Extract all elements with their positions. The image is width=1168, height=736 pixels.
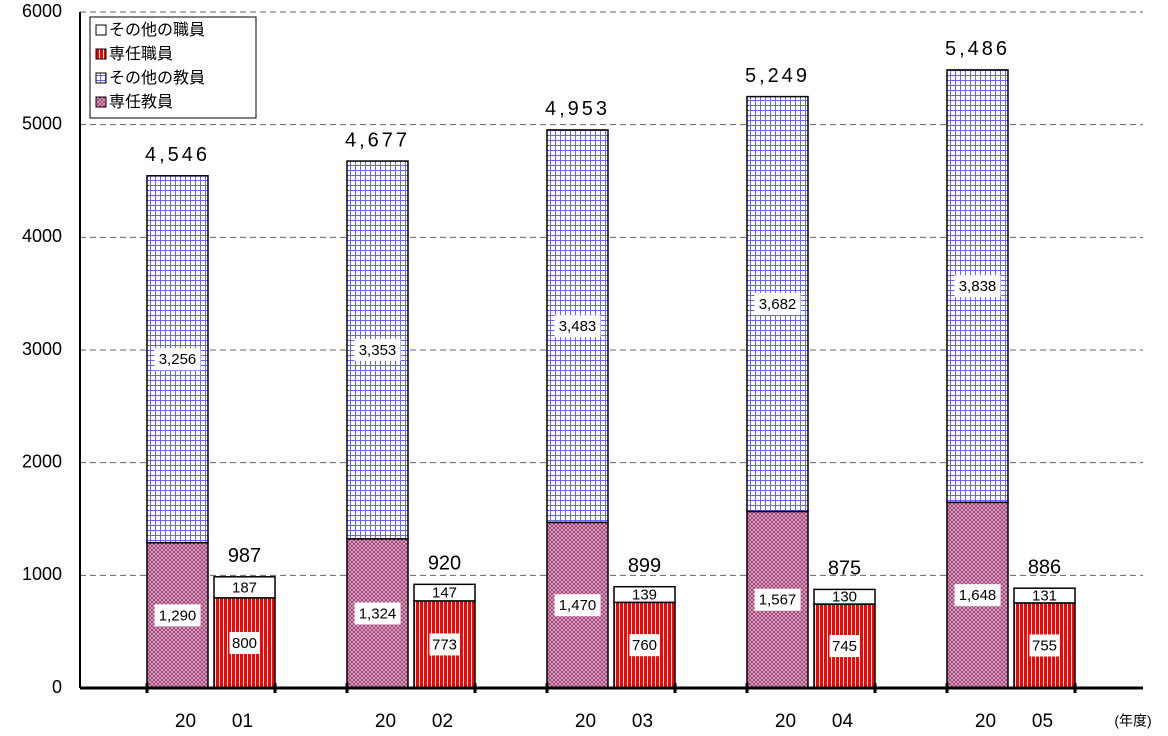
total-label: 899 [628,555,661,577]
value-label: 745 [832,638,857,655]
value-label-bg [354,338,401,361]
value-label: 760 [632,637,657,654]
y-tick-label: 5000 [22,113,62,133]
value-label: 147 [432,585,457,602]
value-label-bg [354,602,401,625]
total-label: 875 [828,558,861,580]
y-tick-label: 3000 [22,339,62,359]
value-label-bg [554,594,601,617]
value-label: 3,353 [359,342,397,359]
x-tick-label: 20 [975,711,996,732]
total-label: 4,953 [545,98,610,120]
x-tick-label: 04 [832,711,854,732]
x-tick-label: 20 [775,711,796,732]
value-label-bg [754,293,801,316]
legend-swatch [95,96,107,108]
value-label: 1,648 [959,587,997,604]
value-label: 3,256 [159,351,197,368]
legend-label: その他の職員 [109,21,205,39]
value-label-bg [954,275,1001,298]
total-label: 4,546 [145,144,210,166]
legend-swatch [95,72,107,84]
value-label: 131 [1032,588,1057,605]
x-tick-label: 03 [632,711,653,732]
y-tick-label: 2000 [22,451,62,471]
value-label: 1,567 [759,592,797,609]
total-label: 4,677 [345,129,410,151]
value-label: 1,290 [159,607,197,624]
value-label: 3,483 [559,318,597,335]
value-label: 773 [432,636,457,653]
value-label-bg [629,634,660,657]
y-tick-label: 0 [52,677,62,697]
x-axis-label: (年度) [1114,713,1151,729]
value-label-bg [1029,589,1060,602]
legend-label: 専任職員 [109,45,173,63]
value-label-bg [229,577,260,597]
y-tick-label: 6000 [22,1,62,21]
value-label: 130 [832,589,857,606]
legend-swatch [95,48,107,60]
total-label: 987 [228,545,261,567]
legend-swatch [95,24,107,36]
value-label: 3,682 [759,296,797,313]
x-tick-label: 20 [575,711,596,732]
value-label-bg [1029,634,1060,657]
value-label: 755 [1032,637,1057,654]
value-label: 800 [232,635,257,652]
total-label: 886 [1028,556,1061,578]
value-label: 3,838 [959,278,997,295]
value-label-bg [554,315,601,338]
value-label-bg [229,631,260,654]
value-label-bg [154,604,201,627]
total-label: 920 [428,553,461,575]
value-label-bg [829,635,860,658]
value-label-bg [429,633,460,656]
y-tick-label: 1000 [22,564,62,584]
value-label-bg [429,585,460,600]
value-label: 1,324 [359,605,397,622]
legend-label: 専任教員 [109,93,173,111]
value-label-bg [154,348,201,371]
total-label: 5,486 [945,38,1010,60]
value-label-bg [629,587,660,602]
y-tick-label: 4000 [22,226,62,246]
x-tick-label: 20 [175,711,196,732]
value-label: 187 [232,579,257,596]
value-label-bg [954,584,1001,607]
x-tick-label: 20 [375,711,396,732]
value-label-bg [829,590,860,604]
value-label: 139 [632,587,657,604]
x-tick-label: 05 [1032,711,1053,732]
x-tick-label: 01 [232,711,253,732]
legend-label: その他の教員 [109,69,205,87]
x-tick-label: 02 [432,711,453,732]
legend-box [89,16,257,119]
total-label: 5,249 [745,65,810,87]
value-label: 1,470 [559,597,597,614]
value-label-bg [754,588,801,611]
